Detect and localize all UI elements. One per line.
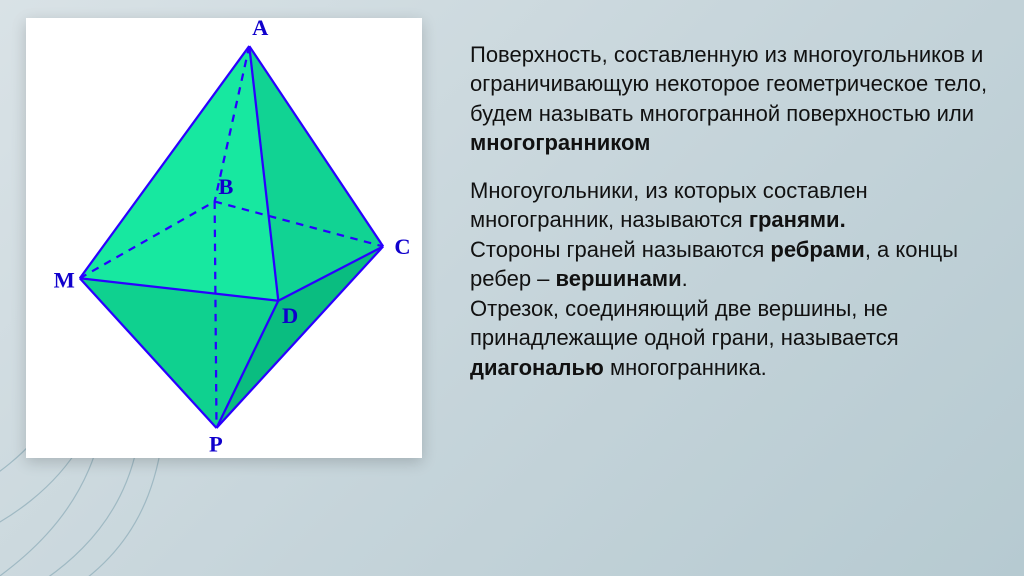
term-edges: ребрами [770, 237, 864, 262]
vertex-label-B: B [218, 174, 233, 199]
polyhedron-figure: A P M C D B [26, 18, 422, 458]
slide: A P M C D B Поверхность, составленную из мног… [0, 0, 1024, 576]
face [80, 278, 278, 428]
vertex-label-A: A [252, 18, 269, 40]
vertex-label-D: D [282, 303, 298, 328]
paragraph-definition: Поверхность, составленную из многоугольн… [470, 40, 992, 158]
paragraph-parts: Многоугольники, из которых составлен мно… [470, 176, 992, 382]
vertex-label-M: M [54, 268, 75, 293]
term-polyhedron: многогранником [470, 130, 650, 155]
term-faces: гранями. [749, 207, 846, 232]
term-diagonal: диагональю [470, 355, 604, 380]
vertex-label-P: P [209, 431, 223, 456]
def-text: Поверхность, составленную из многоугольн… [470, 42, 987, 126]
vertex-label-C: C [394, 234, 410, 259]
term-vertices: вершинами [556, 266, 682, 291]
text-column: Поверхность, составленную из многоугольн… [470, 40, 992, 400]
